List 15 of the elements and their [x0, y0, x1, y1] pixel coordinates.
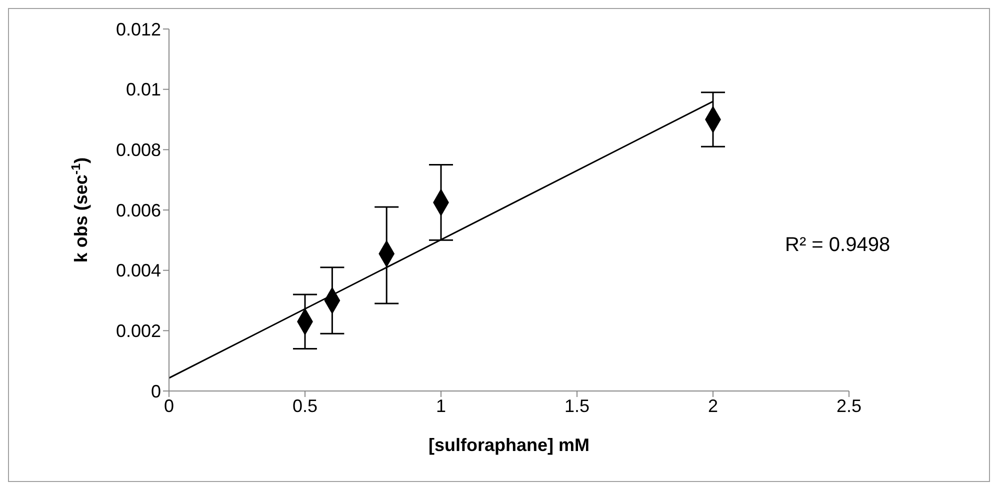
x-tick-label: 1.5	[564, 396, 590, 416]
x-tick-label: 2.5	[836, 396, 862, 416]
y-tick-label: 0	[150, 381, 161, 402]
x-tick-label: 1	[436, 396, 446, 416]
annotation: R² = 0.9498	[785, 234, 890, 257]
y-tick-label: 0.01	[126, 80, 161, 100]
y-tick-label: 0.002	[116, 321, 161, 342]
x-axis-title: [sulforaphane] mM	[428, 435, 590, 455]
y-tick-label: 0.004	[116, 260, 161, 281]
x-tick-label: 0	[164, 396, 174, 416]
y-tick-label: 0.012	[116, 19, 161, 40]
x-tick-label: 0.5	[292, 396, 318, 416]
y-tick-label: 0.008	[116, 140, 161, 160]
x-tick-label: 2	[708, 396, 718, 416]
y-tick-label: 0.006	[116, 200, 161, 220]
